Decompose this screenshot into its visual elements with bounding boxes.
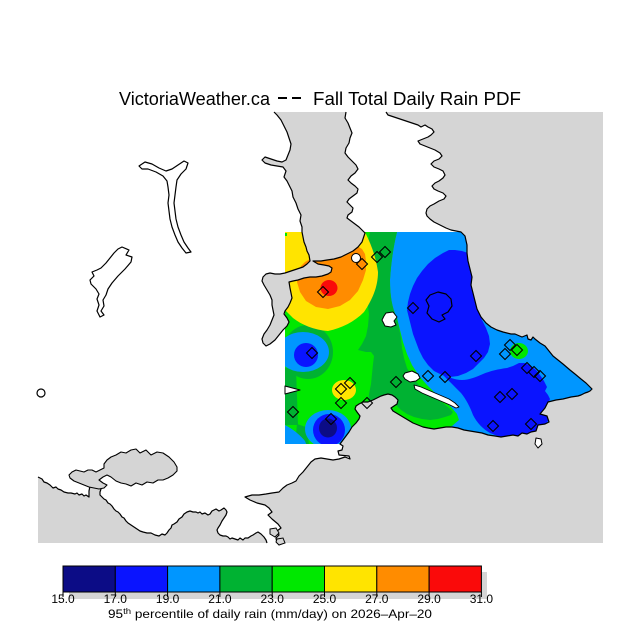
- svg-text:29.0: 29.0: [417, 592, 441, 606]
- svg-text:21.0: 21.0: [208, 592, 232, 606]
- svg-text:19.0: 19.0: [156, 592, 180, 606]
- svg-text:31.0: 31.0: [470, 592, 494, 606]
- svg-text:15.0: 15.0: [51, 592, 75, 606]
- svg-text:27.0: 27.0: [365, 592, 389, 606]
- svg-text:VictoriaWeather.ca: VictoriaWeather.ca: [119, 89, 271, 109]
- svg-text:Fall Total Daily Rain PDF: Fall Total Daily Rain PDF: [313, 89, 521, 109]
- svg-text:23.0: 23.0: [261, 592, 285, 606]
- svg-text:25.0: 25.0: [313, 592, 337, 606]
- svg-text:17.0: 17.0: [104, 592, 128, 606]
